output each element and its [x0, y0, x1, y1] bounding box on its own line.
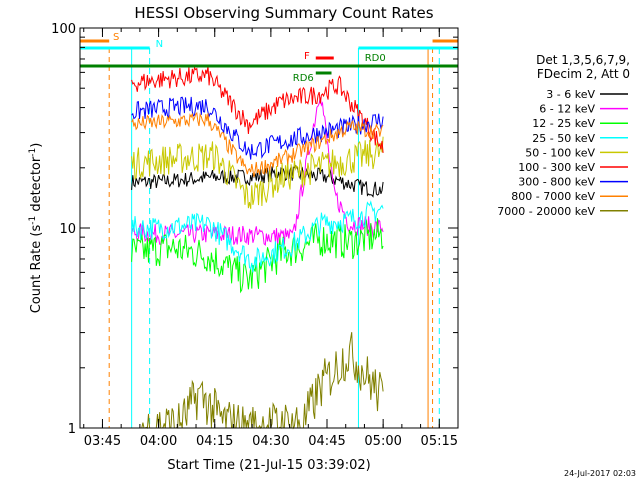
- timestamp: 24-Jul-2017 02:03: [564, 469, 636, 478]
- flag-label: RD6: [293, 73, 314, 84]
- series-line: [131, 65, 384, 153]
- flag-label: S: [113, 32, 119, 43]
- y-tick-label: 100: [51, 22, 76, 37]
- x-tick-label: 03:45: [84, 434, 121, 449]
- legend-entry-label: 6 - 12 keV: [539, 103, 595, 116]
- series-line: [140, 332, 384, 430]
- flag-label: RD0: [365, 53, 386, 64]
- legend-entry-label: 800 - 7000 keV: [511, 190, 595, 203]
- chart-title: HESSI Observing Summary Count Rates: [134, 4, 433, 22]
- legend-header-1: Det 1,3,5,6,7,9,: [536, 53, 630, 67]
- x-axis-label: Start Time (21-Jul-15 03:39:02): [167, 458, 370, 473]
- legend-entry-label: 50 - 100 keV: [525, 146, 595, 159]
- x-tick-label: 05:15: [421, 434, 458, 449]
- legend: Det 1,3,5,6,7,9, FDecim 2, Att 0 3 - 6 k…: [497, 53, 630, 218]
- legend-entry-label: 25 - 50 keV: [532, 132, 595, 145]
- legend-header-2: FDecim 2, Att 0: [537, 67, 630, 81]
- overlay-lines: [108, 48, 440, 428]
- flag-layer: S N F RD0 RD6: [80, 32, 458, 84]
- series-line: [131, 96, 384, 160]
- legend-entry-label: 3 - 6 keV: [546, 88, 595, 101]
- series-layer: [131, 65, 384, 430]
- series-line: [131, 111, 384, 178]
- y-tick-label: 10: [59, 222, 76, 237]
- series-line: [131, 200, 384, 273]
- x-tick-label: 04:30: [252, 434, 289, 449]
- legend-entry-label: 300 - 800 keV: [518, 176, 595, 189]
- flag-label: F: [304, 51, 310, 62]
- series-line: [131, 136, 384, 209]
- y-axis-label: Count Rate (s-1 detector-1): [28, 143, 44, 314]
- x-tick-label: 04:00: [140, 434, 177, 449]
- x-tick-label: 05:00: [364, 434, 401, 449]
- series-line: [131, 218, 384, 294]
- legend-entry-label: 7000 - 20000 keV: [497, 205, 595, 218]
- x-axis: 03:45 04:00 04:15 04:30 04:45 05:00 05:15: [83, 28, 459, 449]
- flag-label: N: [156, 39, 163, 50]
- legend-entry-label: 12 - 25 keV: [532, 117, 595, 130]
- y-axis: 1 10 100: [51, 22, 458, 437]
- x-tick-label: 04:15: [196, 434, 233, 449]
- legend-entry-label: 100 - 300 keV: [518, 161, 595, 174]
- x-tick-label: 04:45: [308, 434, 345, 449]
- y-tick-label: 1: [68, 422, 76, 437]
